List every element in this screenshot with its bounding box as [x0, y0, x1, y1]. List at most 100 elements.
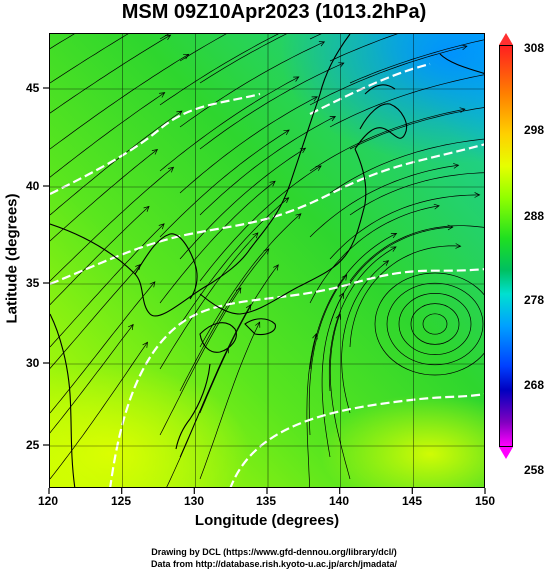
streamline-arrowhead	[283, 197, 290, 204]
x-tick-label: 135	[256, 494, 277, 508]
x-axis-title: Longitude (degrees)	[194, 512, 340, 529]
wind-streamlines	[50, 34, 484, 487]
y-tick-label: 25	[26, 438, 40, 452]
streamline	[309, 205, 440, 304]
warm-region-east	[320, 394, 484, 487]
streamline	[199, 165, 322, 282]
streamline	[199, 62, 344, 150]
map-svg	[50, 34, 484, 487]
streamline-arrowhead	[295, 213, 302, 220]
streamline-arrowhead	[143, 205, 150, 212]
streamline	[349, 39, 484, 84]
streamline	[309, 45, 467, 106]
streamline	[50, 34, 75, 50]
streamline-arrowhead	[159, 92, 166, 98]
streamline	[308, 274, 347, 436]
coastlines	[50, 34, 484, 487]
streamline-arrowhead	[255, 321, 261, 328]
streamline	[329, 194, 480, 260]
x-tick-label: 150	[475, 494, 496, 508]
streamline	[179, 248, 270, 392]
cold-region	[280, 34, 484, 164]
warm-region	[50, 364, 250, 487]
streamline	[199, 34, 287, 84]
streamline	[309, 164, 459, 238]
streamline	[309, 34, 322, 40]
streamline	[50, 324, 134, 434]
colorbar-tick-label: 258	[524, 463, 545, 477]
map-grid	[50, 34, 484, 487]
streamline	[159, 34, 170, 40]
colorbar-tick-label: 288	[524, 209, 545, 223]
y-tick-label: 35	[26, 276, 40, 290]
streamline-arrowhead	[338, 62, 345, 68]
streamline	[50, 166, 174, 282]
streamline-arrowhead	[461, 44, 468, 51]
streamline-arrowhead	[235, 287, 242, 294]
streamline	[328, 246, 397, 392]
streamline-arrowhead	[453, 163, 460, 169]
streamline	[159, 34, 279, 106]
streamline-arrowhead	[245, 304, 252, 311]
streamline-arrowhead	[151, 149, 159, 155]
streamline	[159, 180, 276, 304]
streamline-arrowhead	[311, 96, 318, 102]
streamline	[199, 116, 336, 216]
x-tick-label: 140	[329, 494, 350, 508]
streamline	[199, 264, 279, 414]
streamline	[349, 245, 461, 348]
streamline-arrowhead	[383, 260, 390, 266]
streamline-arrowhead	[474, 192, 481, 198]
x-tick-label: 145	[402, 494, 423, 508]
streamline	[50, 206, 150, 306]
streamline-arrowhead	[318, 41, 326, 47]
streamline-arrowhead	[183, 53, 190, 60]
streamline	[349, 225, 484, 282]
colorbar-tick-label: 308	[524, 41, 545, 55]
vortex-streamline	[422, 313, 448, 335]
streamline	[166, 347, 229, 487]
streamline-arrowhead	[273, 264, 279, 271]
colorbar-tick-label: 268	[524, 378, 545, 392]
streamline	[329, 314, 351, 480]
streamline	[321, 292, 344, 458]
streamline	[329, 74, 484, 128]
streamline-arrowhead	[447, 224, 454, 231]
streamline	[159, 76, 299, 172]
streamline	[50, 53, 189, 150]
streamline	[50, 34, 129, 84]
streamline	[50, 223, 165, 348]
colorbar-max-arrow	[499, 33, 513, 45]
vortex-streamline	[386, 282, 484, 366]
streamline	[179, 96, 318, 194]
streamline	[179, 34, 227, 62]
streamline-arrowhead	[315, 165, 322, 171]
streamline	[50, 149, 158, 242]
streamline-arrowhead	[335, 313, 341, 320]
streamline	[309, 233, 397, 370]
streamline	[159, 129, 290, 238]
streamline	[306, 333, 317, 487]
vortex-streamline	[398, 293, 472, 355]
vortex-streamline	[374, 272, 484, 376]
y-tick-label: 30	[26, 356, 40, 370]
streamline-arrowhead	[293, 76, 300, 82]
streamline-arrowhead	[252, 232, 259, 239]
streamline	[199, 321, 261, 480]
streamline-arrowhead	[128, 323, 134, 331]
streamline	[349, 107, 484, 150]
streamline	[50, 264, 141, 369]
streamline-arrowhead	[329, 116, 336, 122]
streamline-arrowhead	[312, 333, 318, 340]
streamline-arrowhead	[168, 166, 175, 173]
y-axis-title: Latitude (degrees)	[3, 193, 21, 324]
y-tick-label: 40	[26, 179, 40, 193]
streamline-arrowhead	[455, 243, 462, 249]
streamline	[179, 147, 306, 260]
streamline-arrowhead	[341, 274, 348, 281]
credit-dcl: Drawing by DCL (https://www.gfd-dennou.o…	[151, 547, 397, 557]
streamline	[199, 213, 302, 348]
chart-title: MSM 09Z10Apr2023 (1013.2hPa)	[121, 1, 427, 23]
streamline	[309, 108, 465, 172]
